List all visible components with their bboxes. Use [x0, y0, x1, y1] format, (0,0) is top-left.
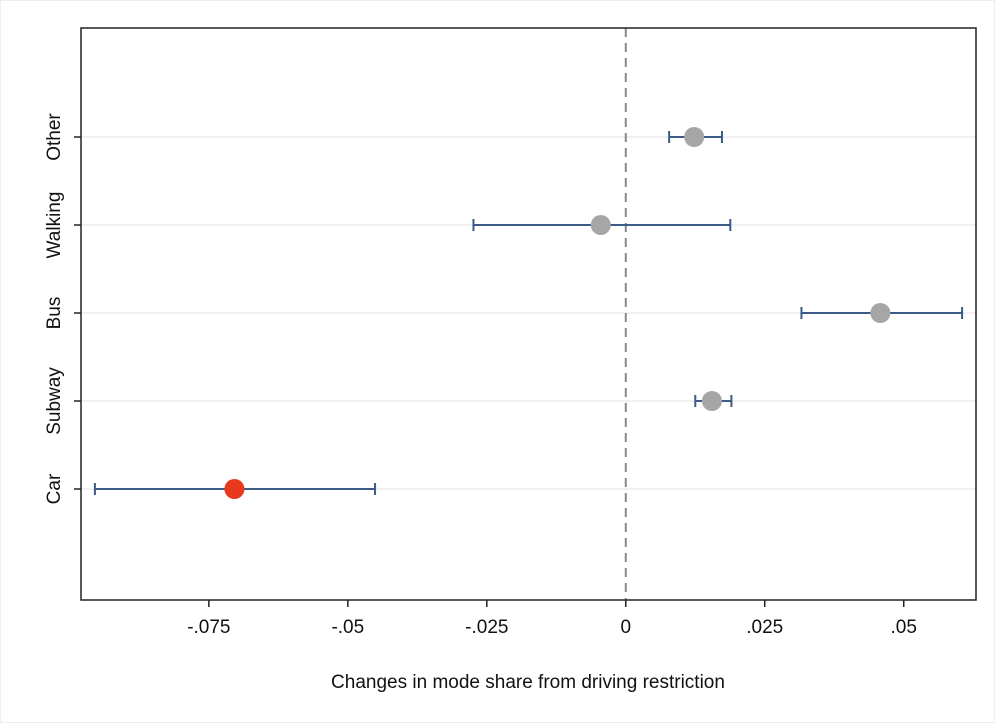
point	[590, 215, 611, 235]
point	[701, 391, 722, 411]
plot-frame	[80, 27, 977, 601]
x-tick-label: -.025	[465, 617, 508, 638]
x-axis-label: Changes in mode share from driving restr…	[331, 672, 725, 693]
y-tick-label: Subway	[44, 367, 65, 435]
x-tick-label: -.05	[331, 617, 364, 638]
y-tick-label: Car	[44, 473, 65, 504]
y-tick-label: Other	[44, 113, 65, 161]
point	[870, 303, 891, 323]
x-tick-label: -.075	[187, 617, 230, 638]
x-tick-label: 0	[620, 617, 631, 638]
point	[684, 127, 705, 147]
y-tick-label: Bus	[44, 297, 65, 330]
x-tick-label: .05	[891, 617, 917, 638]
x-tick-label: .025	[746, 617, 783, 638]
point	[224, 479, 245, 499]
y-tick-label: Walking	[44, 192, 65, 259]
